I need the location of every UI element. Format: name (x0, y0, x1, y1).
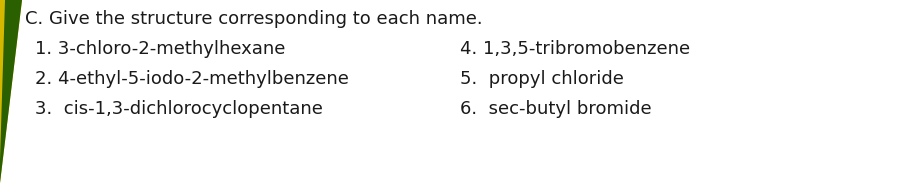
Text: 1. 3-chloro-2-methylhexane: 1. 3-chloro-2-methylhexane (35, 40, 285, 58)
Text: 4. 1,3,5-tribromobenzene: 4. 1,3,5-tribromobenzene (460, 40, 690, 58)
Text: 5.  propyl chloride: 5. propyl chloride (460, 70, 624, 88)
Polygon shape (0, 0, 22, 183)
Text: C. Give the structure corresponding to each name.: C. Give the structure corresponding to e… (25, 10, 483, 28)
Text: 2. 4-ethyl-5-iodo-2-methylbenzene: 2. 4-ethyl-5-iodo-2-methylbenzene (35, 70, 349, 88)
Text: 6.  sec-butyl bromide: 6. sec-butyl bromide (460, 100, 652, 118)
Polygon shape (0, 0, 22, 183)
Text: 3.  cis-1,3-dichlorocyclopentane: 3. cis-1,3-dichlorocyclopentane (35, 100, 323, 118)
